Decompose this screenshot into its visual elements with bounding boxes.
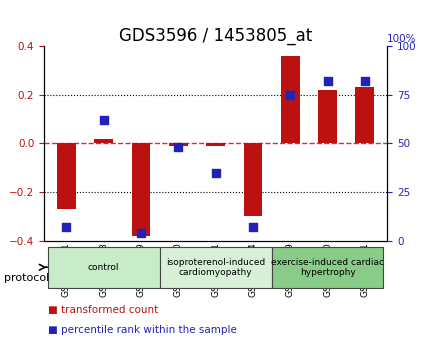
Bar	[356, 87, 374, 143]
Point	[175, 144, 182, 150]
Bar	[281, 56, 300, 143]
Bar	[169, 143, 187, 146]
Point	[63, 224, 70, 230]
Text: 100%: 100%	[387, 34, 417, 44]
Point	[287, 92, 294, 97]
Bar	[94, 138, 113, 143]
Bar	[244, 143, 262, 216]
Text: ■ transformed count: ■ transformed count	[48, 305, 159, 315]
Bar	[48, 246, 160, 288]
Point	[361, 78, 368, 84]
Bar	[271, 246, 384, 288]
Point	[212, 170, 219, 175]
Bar	[132, 143, 150, 236]
Point	[100, 117, 107, 123]
Point	[324, 78, 331, 84]
Bar	[206, 143, 225, 146]
Bar	[160, 246, 271, 288]
Bar	[318, 90, 337, 143]
Bar	[57, 143, 76, 209]
Point	[137, 230, 144, 236]
Text: ■ percentile rank within the sample: ■ percentile rank within the sample	[48, 325, 237, 335]
Text: isoproterenol-induced
cardiomyopathy: isoproterenol-induced cardiomyopathy	[166, 258, 265, 277]
Point	[249, 224, 257, 230]
Text: protocol: protocol	[4, 273, 50, 283]
Title: GDS3596 / 1453805_at: GDS3596 / 1453805_at	[119, 27, 312, 45]
Text: control: control	[88, 263, 119, 272]
Text: exercise-induced cardiac
hypertrophy: exercise-induced cardiac hypertrophy	[271, 258, 384, 277]
